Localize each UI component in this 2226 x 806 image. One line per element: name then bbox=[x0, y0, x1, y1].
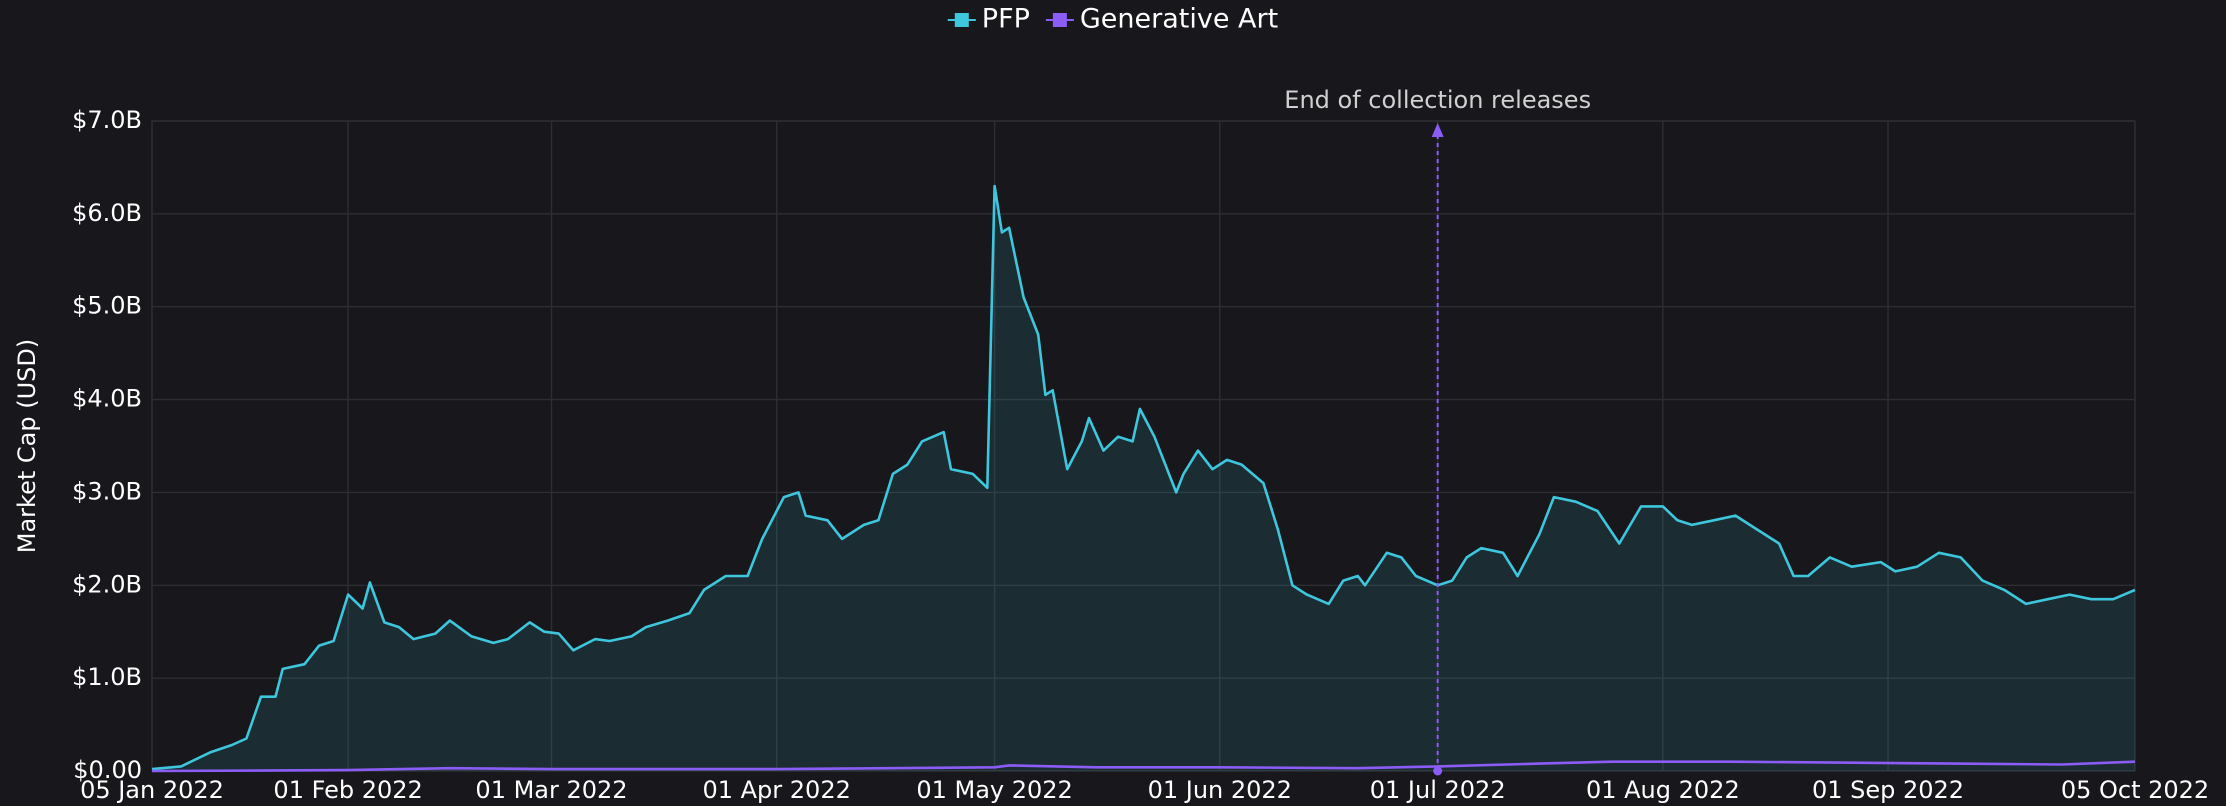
y-tick-label: $3.0B bbox=[72, 477, 142, 505]
y-tick-label: $4.0B bbox=[72, 385, 142, 413]
y-tick-label: $7.0B bbox=[72, 106, 142, 134]
x-tick-label: 01 Apr 2022 bbox=[702, 776, 850, 804]
x-tick-label: 01 Feb 2022 bbox=[273, 776, 422, 804]
y-axis-label: Market Cap (USD) bbox=[13, 339, 41, 553]
legend-item: PFP bbox=[947, 4, 1030, 35]
x-tick-label: 01 Mar 2022 bbox=[475, 776, 627, 804]
x-tick-label: 05 Jan 2022 bbox=[80, 776, 224, 804]
y-tick-label: $1.0B bbox=[72, 663, 142, 691]
legend-swatch bbox=[1052, 13, 1067, 27]
x-tick-label: 01 Aug 2022 bbox=[1586, 776, 1740, 804]
y-tick-label: $6.0B bbox=[72, 199, 142, 227]
y-tick-label: $5.0B bbox=[72, 292, 142, 320]
legend-label: PFP bbox=[982, 4, 1030, 35]
y-tick-label: $0.00 bbox=[73, 756, 142, 784]
series-line bbox=[151, 760, 2136, 773]
legend: PFP Generative Art bbox=[947, 4, 1278, 35]
x-tick-label: 01 Jun 2022 bbox=[1148, 776, 1292, 804]
area-fill bbox=[152, 186, 2135, 771]
legend-swatch bbox=[954, 13, 969, 27]
y-tick-label: $2.0B bbox=[72, 570, 142, 598]
x-tick-label: 01 Sep 2022 bbox=[1812, 776, 1964, 804]
series-line bbox=[151, 184, 2136, 771]
legend-item: Generative Art bbox=[1045, 4, 1278, 35]
x-tick-label: 01 May 2022 bbox=[916, 776, 1073, 804]
annotation-arrow bbox=[1431, 123, 1444, 137]
annotation-text: End of collection releases bbox=[1284, 86, 1591, 114]
legend-label: Generative Art bbox=[1080, 4, 1278, 35]
x-tick-label: 05 Oct 2022 bbox=[2061, 776, 2209, 804]
x-tick-label: 01 Jul 2022 bbox=[1370, 776, 1506, 804]
annotation-dot bbox=[1433, 766, 1443, 776]
